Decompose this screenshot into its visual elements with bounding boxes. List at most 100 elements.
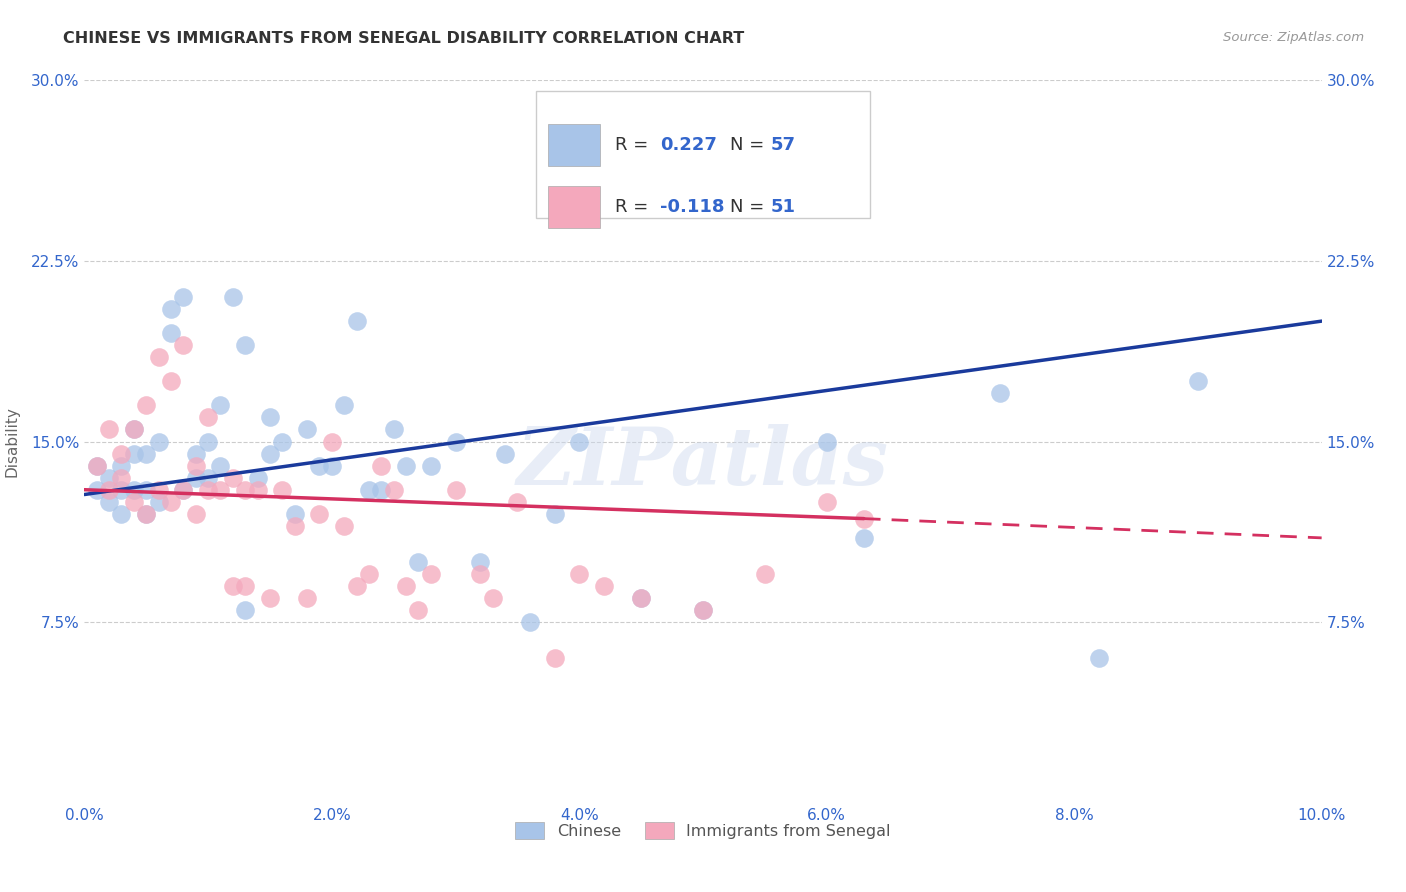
Point [295,422,318,436]
Point [233,338,256,352]
Point [444,483,467,497]
Point [408,603,430,617]
Text: R =: R = [616,198,654,216]
Text: N =: N = [730,198,770,216]
Text: N =: N = [730,136,770,154]
Point [135,507,157,521]
Point [852,531,875,545]
Point [815,434,838,449]
Point [122,446,145,460]
Point [172,483,194,497]
Point [160,494,183,508]
Point [98,494,121,508]
Point [470,555,492,569]
Point [444,434,467,449]
Point [321,458,343,473]
Point [233,483,256,497]
Point [295,591,318,605]
Point [172,338,194,352]
Point [370,458,392,473]
Bar [548,124,600,166]
Point [160,326,183,340]
Point [481,591,503,605]
Point [222,470,245,484]
Point [333,518,356,533]
Point [135,483,157,497]
Point [568,434,591,449]
Point [184,507,207,521]
Point [86,483,108,497]
Point [1088,651,1111,665]
Point [284,507,307,521]
Point [259,446,281,460]
Text: Source: ZipAtlas.com: Source: ZipAtlas.com [1223,31,1364,45]
Point [209,398,232,412]
Point [1187,374,1209,388]
Point [259,591,281,605]
Point [148,350,170,364]
Point [222,579,245,593]
Point [197,434,219,449]
Point [246,470,269,484]
Point [271,434,294,449]
Point [494,446,516,460]
Point [333,398,356,412]
Point [419,458,441,473]
Point [852,511,875,525]
Point [160,301,183,317]
Point [259,410,281,425]
FancyBboxPatch shape [536,91,870,218]
Point [419,567,441,582]
Point [382,422,405,436]
Point [110,507,132,521]
Point [86,458,108,473]
Point [395,579,418,593]
Point [357,483,380,497]
Point [135,507,157,521]
Point [197,470,219,484]
Point [135,398,157,412]
Point [122,494,145,508]
Point [346,314,368,328]
Point [815,494,838,508]
Point [148,434,170,449]
Point [754,567,776,582]
Point [172,290,194,304]
Point [630,591,652,605]
Point [692,603,714,617]
Point [197,483,219,497]
Point [122,483,145,497]
Point [321,434,343,449]
Point [98,422,121,436]
Y-axis label: Disability: Disability [4,406,20,477]
Point [308,507,330,521]
Point [86,458,108,473]
Point [382,483,405,497]
Text: R =: R = [616,136,654,154]
Point [593,579,616,593]
Point [148,494,170,508]
Point [470,567,492,582]
Point [568,567,591,582]
Point [110,446,132,460]
Text: ZIPatlas: ZIPatlas [517,425,889,502]
Text: CHINESE VS IMMIGRANTS FROM SENEGAL DISABILITY CORRELATION CHART: CHINESE VS IMMIGRANTS FROM SENEGAL DISAB… [63,31,745,46]
Text: 57: 57 [770,136,796,154]
Point [395,458,418,473]
Point [148,483,170,497]
Legend: Chinese, Immigrants from Senegal: Chinese, Immigrants from Senegal [509,816,897,846]
Point [172,483,194,497]
Point [184,458,207,473]
Point [110,483,132,497]
Point [110,470,132,484]
Point [98,470,121,484]
Point [98,483,121,497]
Point [246,483,269,497]
Point [988,386,1011,401]
Point [135,446,157,460]
Point [233,579,256,593]
Point [543,651,565,665]
Point [408,555,430,569]
Point [519,615,541,630]
Bar [548,186,600,227]
